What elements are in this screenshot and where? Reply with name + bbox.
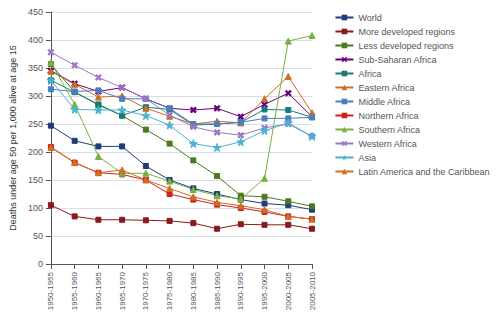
svg-text:150: 150 [28, 175, 43, 185]
svg-text:More developed regions: More developed regions [358, 27, 455, 37]
svg-text:1990-1995: 1990-1995 [236, 271, 245, 310]
svg-text:350: 350 [28, 63, 43, 73]
svg-text:1975-1980: 1975-1980 [165, 271, 174, 310]
svg-text:100: 100 [28, 203, 43, 213]
svg-text:1950-1955: 1950-1955 [46, 271, 55, 310]
svg-text:Asia: Asia [358, 153, 376, 163]
svg-text:200: 200 [28, 147, 43, 157]
svg-text:Latin America and the Caribbea: Latin America and the Caribbean [358, 167, 489, 177]
svg-text:Eastern Africa: Eastern Africa [358, 83, 414, 93]
svg-text:Sub-Saharan Africa: Sub-Saharan Africa [358, 55, 436, 65]
svg-text:Less developed regions: Less developed regions [358, 41, 454, 51]
svg-text:300: 300 [28, 91, 43, 101]
svg-text:Northern Africa: Northern Africa [358, 111, 418, 121]
svg-text:1960-1965: 1960-1965 [94, 271, 103, 310]
svg-text:Middle Africa: Middle Africa [358, 97, 410, 107]
svg-text:1985-1990: 1985-1990 [213, 271, 222, 310]
svg-text:1995-2000: 1995-2000 [260, 271, 269, 310]
svg-text:1965-1970: 1965-1970 [118, 271, 127, 310]
svg-text:Deaths under age 50 per 1,000: Deaths under age 50 per 1,000 alive at a… [8, 45, 18, 231]
svg-text:1970-1975: 1970-1975 [141, 271, 150, 310]
svg-text:Africa: Africa [358, 69, 381, 79]
svg-text:2000-2005: 2000-2005 [284, 271, 293, 310]
svg-text:50: 50 [33, 231, 43, 241]
svg-text:World: World [358, 13, 381, 23]
svg-text:450: 450 [28, 7, 43, 17]
svg-text:2005-2010: 2005-2010 [308, 271, 317, 310]
svg-text:250: 250 [28, 119, 43, 129]
svg-text:Southern Africa: Southern Africa [358, 125, 420, 135]
svg-text:Western Africa: Western Africa [358, 139, 416, 149]
svg-text:400: 400 [28, 35, 43, 45]
svg-text:1980-1985: 1980-1985 [189, 271, 198, 310]
svg-text:1955-1960: 1955-1960 [70, 271, 79, 310]
svg-text:0: 0 [38, 259, 43, 269]
